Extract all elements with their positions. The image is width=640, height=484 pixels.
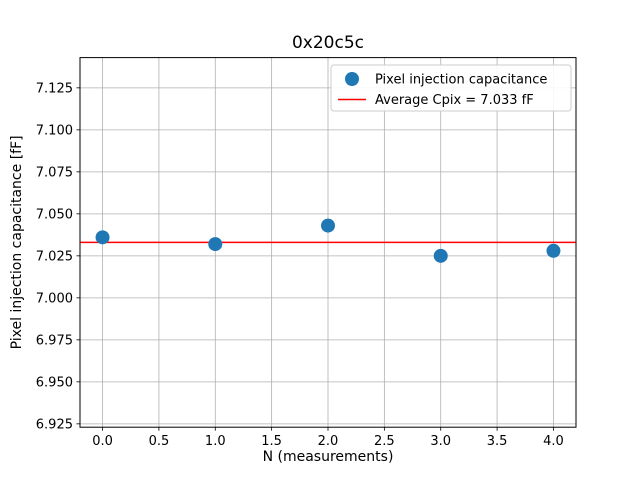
scatter-point bbox=[546, 243, 561, 258]
y-tick-label: 7.075 bbox=[36, 165, 73, 180]
x-tick-label: 2.0 bbox=[318, 434, 339, 449]
x-tick-label: 2.5 bbox=[374, 434, 395, 449]
x-axis: 0.0 0.5 1.0 1.5 2.0 2.5 3.0 3.5 4.0 bbox=[92, 427, 564, 449]
y-tick-label: 6.975 bbox=[36, 333, 73, 348]
legend-label: Average Cpix = 7.033 fF bbox=[375, 93, 534, 108]
y-tick-label: 6.950 bbox=[36, 375, 73, 390]
y-tick-label: 7.125 bbox=[36, 81, 73, 96]
x-tick-label: 0.5 bbox=[149, 434, 170, 449]
x-tick-label: 3.0 bbox=[430, 434, 451, 449]
y-tick-label: 6.925 bbox=[36, 417, 73, 432]
scatter-point bbox=[208, 237, 223, 252]
scatter-point bbox=[433, 248, 448, 263]
x-tick-label: 1.5 bbox=[261, 434, 282, 449]
scatter-point bbox=[95, 230, 110, 245]
y-tick-label: 7.025 bbox=[36, 249, 73, 264]
legend-box bbox=[330, 64, 572, 112]
x-tick-label: 1.0 bbox=[205, 434, 226, 449]
x-tick-label: 4.0 bbox=[543, 434, 564, 449]
y-tick-label: 7.000 bbox=[36, 291, 73, 306]
y-tick-label: 7.050 bbox=[36, 207, 73, 222]
y-axis-label: Pixel injection capacitance [fF] bbox=[9, 135, 25, 349]
x-tick-label: 3.5 bbox=[487, 434, 508, 449]
x-tick-label: 0.0 bbox=[92, 434, 113, 449]
legend: Pixel injection capacitance Average Cpix … bbox=[330, 64, 572, 112]
scatter-series bbox=[95, 218, 561, 263]
y-tick-label: 7.100 bbox=[36, 123, 73, 138]
legend-label: Pixel injection capacitance bbox=[375, 73, 547, 88]
x-axis-label: N (measurements) bbox=[263, 449, 394, 465]
scatter-point bbox=[321, 218, 335, 233]
legend-marker-icon bbox=[345, 72, 359, 86]
grid bbox=[80, 57, 576, 428]
y-axis: 6.925 6.950 6.975 7.000 7.025 7.050 7.075 7.100… bbox=[36, 81, 80, 432]
chart-title: 0x20c5c bbox=[292, 33, 364, 53]
